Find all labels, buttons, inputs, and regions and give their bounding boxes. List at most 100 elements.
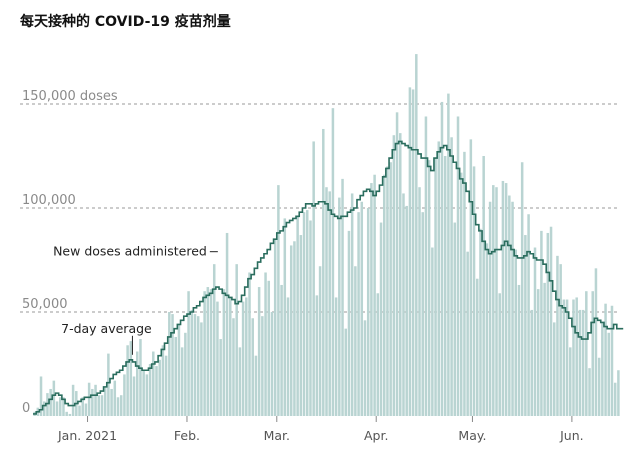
daily-dose-bar — [453, 222, 457, 416]
daily-dose-bar — [184, 332, 187, 416]
daily-dose-bar — [315, 295, 319, 416]
daily-dose-bar — [39, 376, 43, 416]
y-tick-label: 100,000 — [22, 193, 76, 208]
daily-dose-bar — [485, 243, 489, 416]
daily-dose-bar — [280, 284, 283, 416]
daily-dose-bar — [492, 185, 495, 416]
daily-dose-bar — [556, 255, 559, 416]
daily-dose-bar — [382, 174, 386, 416]
daily-dose-bar — [392, 135, 396, 416]
daily-dose-bar — [235, 264, 238, 416]
daily-dose-bar — [264, 272, 267, 416]
daily-dose-bar — [415, 54, 418, 416]
daily-dose-bar — [97, 395, 101, 416]
daily-dose-bar — [49, 388, 52, 416]
daily-dose-bar — [443, 156, 447, 416]
daily-dose-bar — [437, 141, 441, 416]
daily-dose-bar — [190, 309, 194, 416]
daily-dose-bar — [572, 299, 575, 416]
daily-dose-bar — [463, 151, 466, 416]
daily-dose-bar — [527, 214, 530, 416]
daily-dose-bar — [187, 291, 190, 416]
y-tick-label: 0 — [22, 401, 30, 416]
daily-dose-bar — [139, 339, 142, 416]
daily-dose-bar — [360, 201, 364, 416]
daily-dose-bar — [350, 193, 354, 416]
seven-day-average-line — [33, 140, 624, 415]
daily-dose-bar — [65, 411, 68, 416]
daily-dose-bar — [309, 220, 312, 416]
daily-dose-bar — [408, 87, 412, 417]
daily-dose-bar — [498, 293, 501, 416]
daily-dose-bar — [488, 201, 492, 416]
daily-dose-bar — [530, 309, 534, 416]
daily-dose-bar — [399, 133, 402, 416]
daily-dose-bar — [55, 401, 59, 416]
daily-dose-bar — [617, 370, 620, 416]
daily-dose-bar — [158, 359, 161, 416]
daily-dose-bar — [354, 266, 357, 416]
daily-dose-bar — [100, 395, 104, 416]
daily-dose-bar — [504, 183, 508, 416]
daily-dose-bar — [306, 210, 309, 416]
daily-dose-bar — [610, 305, 614, 416]
daily-dose-bar — [245, 297, 248, 416]
daily-dose-bar — [46, 393, 49, 416]
daily-dose-bar — [344, 328, 347, 416]
daily-dose-bar — [322, 128, 325, 416]
daily-dose-bar — [225, 232, 229, 416]
daily-dose-bar — [466, 251, 469, 416]
daily-dose-bar — [514, 249, 518, 416]
daily-dose-bar — [520, 162, 524, 416]
daily-dose-bar — [373, 174, 376, 416]
daily-dose-bar — [254, 355, 258, 416]
daily-dose-bar — [575, 297, 578, 416]
daily-dose-bar — [145, 374, 149, 416]
daily-dose-bar — [302, 212, 306, 416]
daily-dose-bar — [251, 318, 254, 416]
daily-dose-bar — [119, 395, 123, 416]
daily-dose-bar — [501, 180, 505, 416]
daily-dose-bar — [161, 345, 165, 416]
daily-dose-bar — [549, 226, 553, 416]
daily-dose-bar — [312, 141, 315, 416]
daily-dose-bar — [591, 291, 594, 416]
daily-dose-bar — [543, 282, 546, 416]
daily-dose-bar — [270, 312, 274, 416]
daily-dose-bar — [126, 345, 129, 416]
daily-dose-bar — [447, 93, 450, 416]
daily-dose-bar — [241, 301, 245, 416]
daily-dose-bar — [331, 108, 335, 416]
daily-dose-bar — [325, 187, 328, 416]
daily-dose-bar — [581, 309, 585, 416]
daily-dose-bar — [476, 278, 479, 416]
y-tick-label: 50,000 — [22, 297, 68, 312]
daily-dose-bar — [405, 205, 408, 416]
chart-title: 每天接种的 COVID-19 疫苗剂量 — [20, 14, 231, 30]
daily-dose-bar — [68, 413, 72, 416]
daily-dose-bar — [200, 322, 203, 416]
daily-dose-bar — [168, 312, 171, 416]
daily-dose-bar — [232, 318, 235, 416]
daily-dose-bar — [107, 353, 110, 416]
daily-dose-bar — [427, 160, 431, 416]
daily-dose-bar — [559, 264, 562, 416]
daily-dose-bar — [267, 280, 271, 416]
daily-dose-bar — [84, 403, 88, 416]
daily-dose-bar — [148, 364, 152, 416]
daily-dose-bar — [552, 322, 556, 416]
daily-dose-bar — [289, 245, 293, 416]
daily-dose-bar — [431, 247, 434, 416]
daily-dose-bar — [456, 116, 460, 416]
daily-dose-bar — [366, 208, 370, 416]
daily-dose-bar — [565, 299, 569, 416]
daily-dose-bar — [155, 366, 158, 416]
annotations: New doses administered 7-day average — [53, 244, 218, 355]
daily-dose-bar — [578, 309, 582, 416]
daily-dose-bar — [59, 397, 62, 416]
daily-dose-bar — [546, 232, 550, 416]
daily-dose-bar — [562, 299, 566, 416]
daily-dose-bar — [219, 339, 222, 416]
daily-dose-bar — [81, 397, 84, 416]
daily-dose-bar — [152, 351, 155, 416]
